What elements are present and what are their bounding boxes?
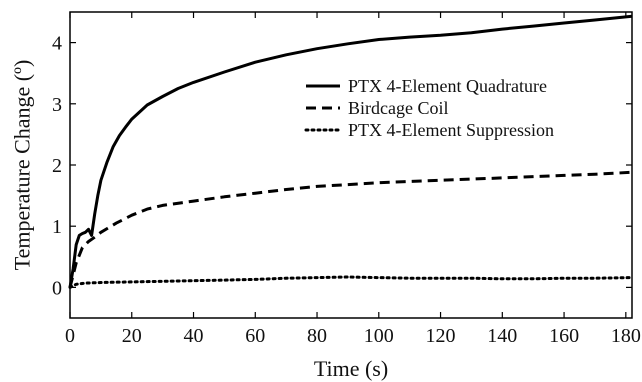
series-line-1 — [68, 14, 633, 288]
y-tick-label: 0 — [52, 277, 62, 299]
legend-label-1: PTX 4-Element Quadrature — [348, 76, 547, 96]
x-tick-label: 100 — [364, 325, 394, 347]
x-tick-label: 60 — [245, 325, 265, 347]
y-tick-label: 1 — [52, 216, 62, 238]
plot-border — [69, 11, 633, 319]
x-tick-label: 160 — [549, 325, 579, 347]
ticks-layer: 0 20 40 60 80 100 120 140 160 180 0 1 2 3 4 — [52, 12, 641, 347]
x-tick-label: 40 — [184, 325, 204, 347]
x-tick-label: 0 — [65, 325, 75, 347]
y-tick-label: 2 — [52, 155, 62, 177]
x-tick-label: 20 — [122, 325, 142, 347]
x-tick-label: 140 — [487, 325, 517, 347]
x-tick-label: 180 — [611, 325, 641, 347]
y-tick-label: 4 — [52, 33, 62, 55]
x-axis-label: Time (s) — [314, 356, 388, 381]
y-tick-label: 3 — [52, 94, 62, 116]
y-axis-label: Temperature Change (º) — [10, 60, 35, 271]
series-line-2 — [68, 170, 633, 288]
x-tick-label: 120 — [426, 325, 456, 347]
legend-label-2: Birdcage Coil — [348, 98, 448, 118]
legend-label-3: PTX 4-Element Suppression — [348, 120, 554, 140]
series-layer — [68, 14, 634, 289]
series-line-3 — [68, 275, 634, 289]
plot-frame — [69, 11, 633, 319]
x-tick-label: 80 — [307, 325, 327, 347]
